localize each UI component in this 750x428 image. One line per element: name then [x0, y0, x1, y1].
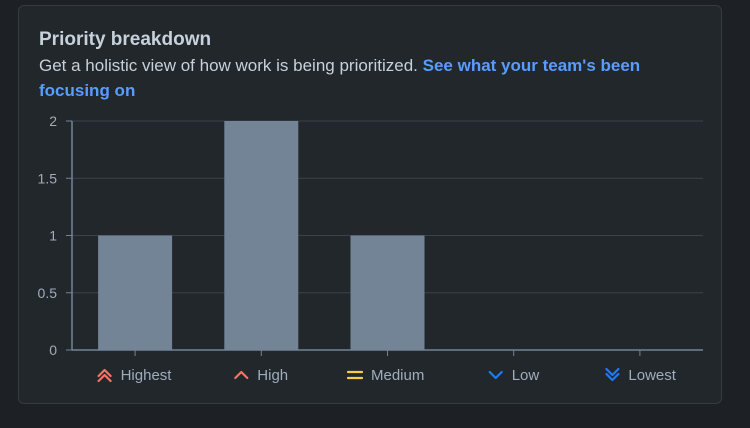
x-category-label: Lowest	[628, 367, 676, 384]
y-tick-label: 1.5	[38, 170, 58, 186]
bar-highest	[98, 235, 173, 350]
card-description: Get a holistic view of how work is being…	[39, 53, 679, 103]
y-tick-label: 0.5	[38, 285, 58, 301]
y-tick-label: 2	[49, 113, 57, 129]
team-focus-link[interactable]: See what your team's been focusing on	[39, 56, 641, 100]
card-title: Priority breakdown	[39, 29, 212, 50]
bar-medium	[350, 235, 425, 350]
high-priority-icon	[234, 370, 249, 380]
low-priority-icon	[488, 370, 503, 380]
x-category-label: High	[257, 367, 288, 384]
highest-priority-icon	[97, 368, 112, 383]
medium-priority-icon	[346, 370, 364, 380]
y-tick-label: 0	[49, 342, 57, 358]
description-text: Get a holistic view of how work is being…	[39, 56, 418, 75]
bar-high	[224, 121, 299, 350]
lowest-priority-icon	[605, 367, 620, 382]
x-category-label: Highest	[121, 367, 173, 384]
x-category-label: Low	[512, 367, 540, 384]
y-tick-label: 1	[49, 228, 57, 244]
x-category-label: Medium	[371, 367, 424, 384]
